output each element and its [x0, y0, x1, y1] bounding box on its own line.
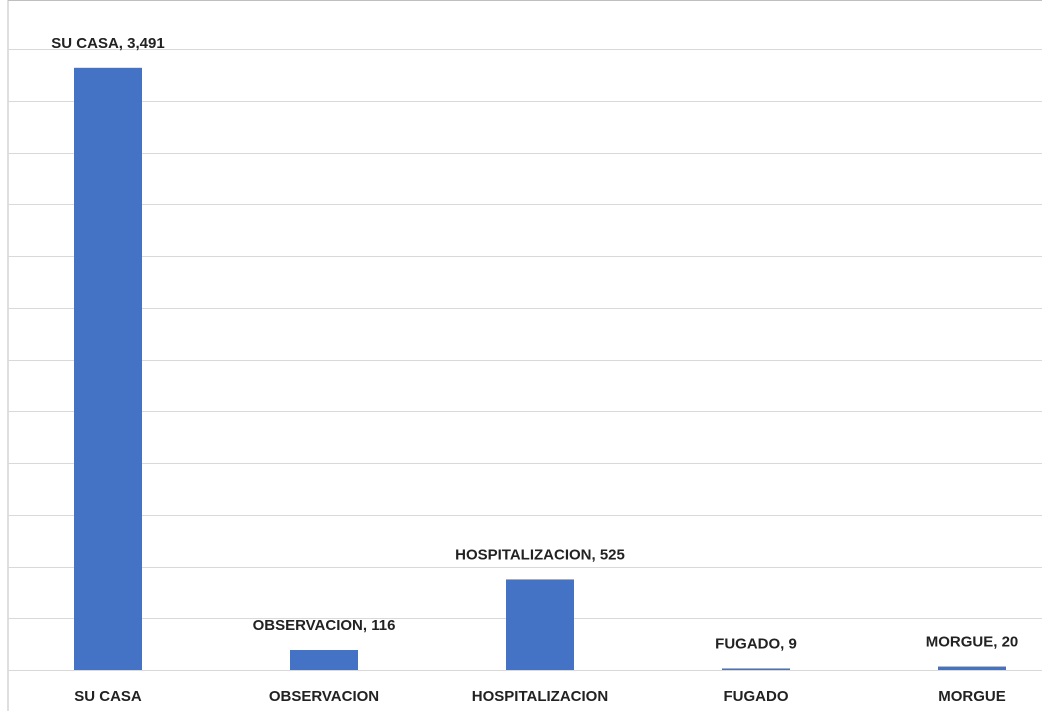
data-label: FUGADO, 9: [715, 635, 797, 652]
bar: [74, 67, 142, 671]
data-label: SU CASA, 3,491: [51, 35, 164, 52]
x-tick-label: MORGUE: [938, 688, 1006, 705]
x-tick-label: OBSERVACION: [269, 688, 379, 705]
data-label: MORGUE, 20: [926, 634, 1019, 651]
data-label: OBSERVACION, 116: [253, 617, 396, 634]
x-tick-label: FUGADO: [724, 688, 789, 705]
bar: [290, 649, 358, 670]
x-tick-label: SU CASA: [74, 688, 142, 705]
bar: [722, 668, 790, 670]
data-label: HOSPITALIZACION, 525: [455, 546, 625, 563]
bar: [938, 666, 1006, 670]
bar: [506, 579, 574, 670]
x-tick-label: HOSPITALIZACION: [472, 688, 608, 705]
